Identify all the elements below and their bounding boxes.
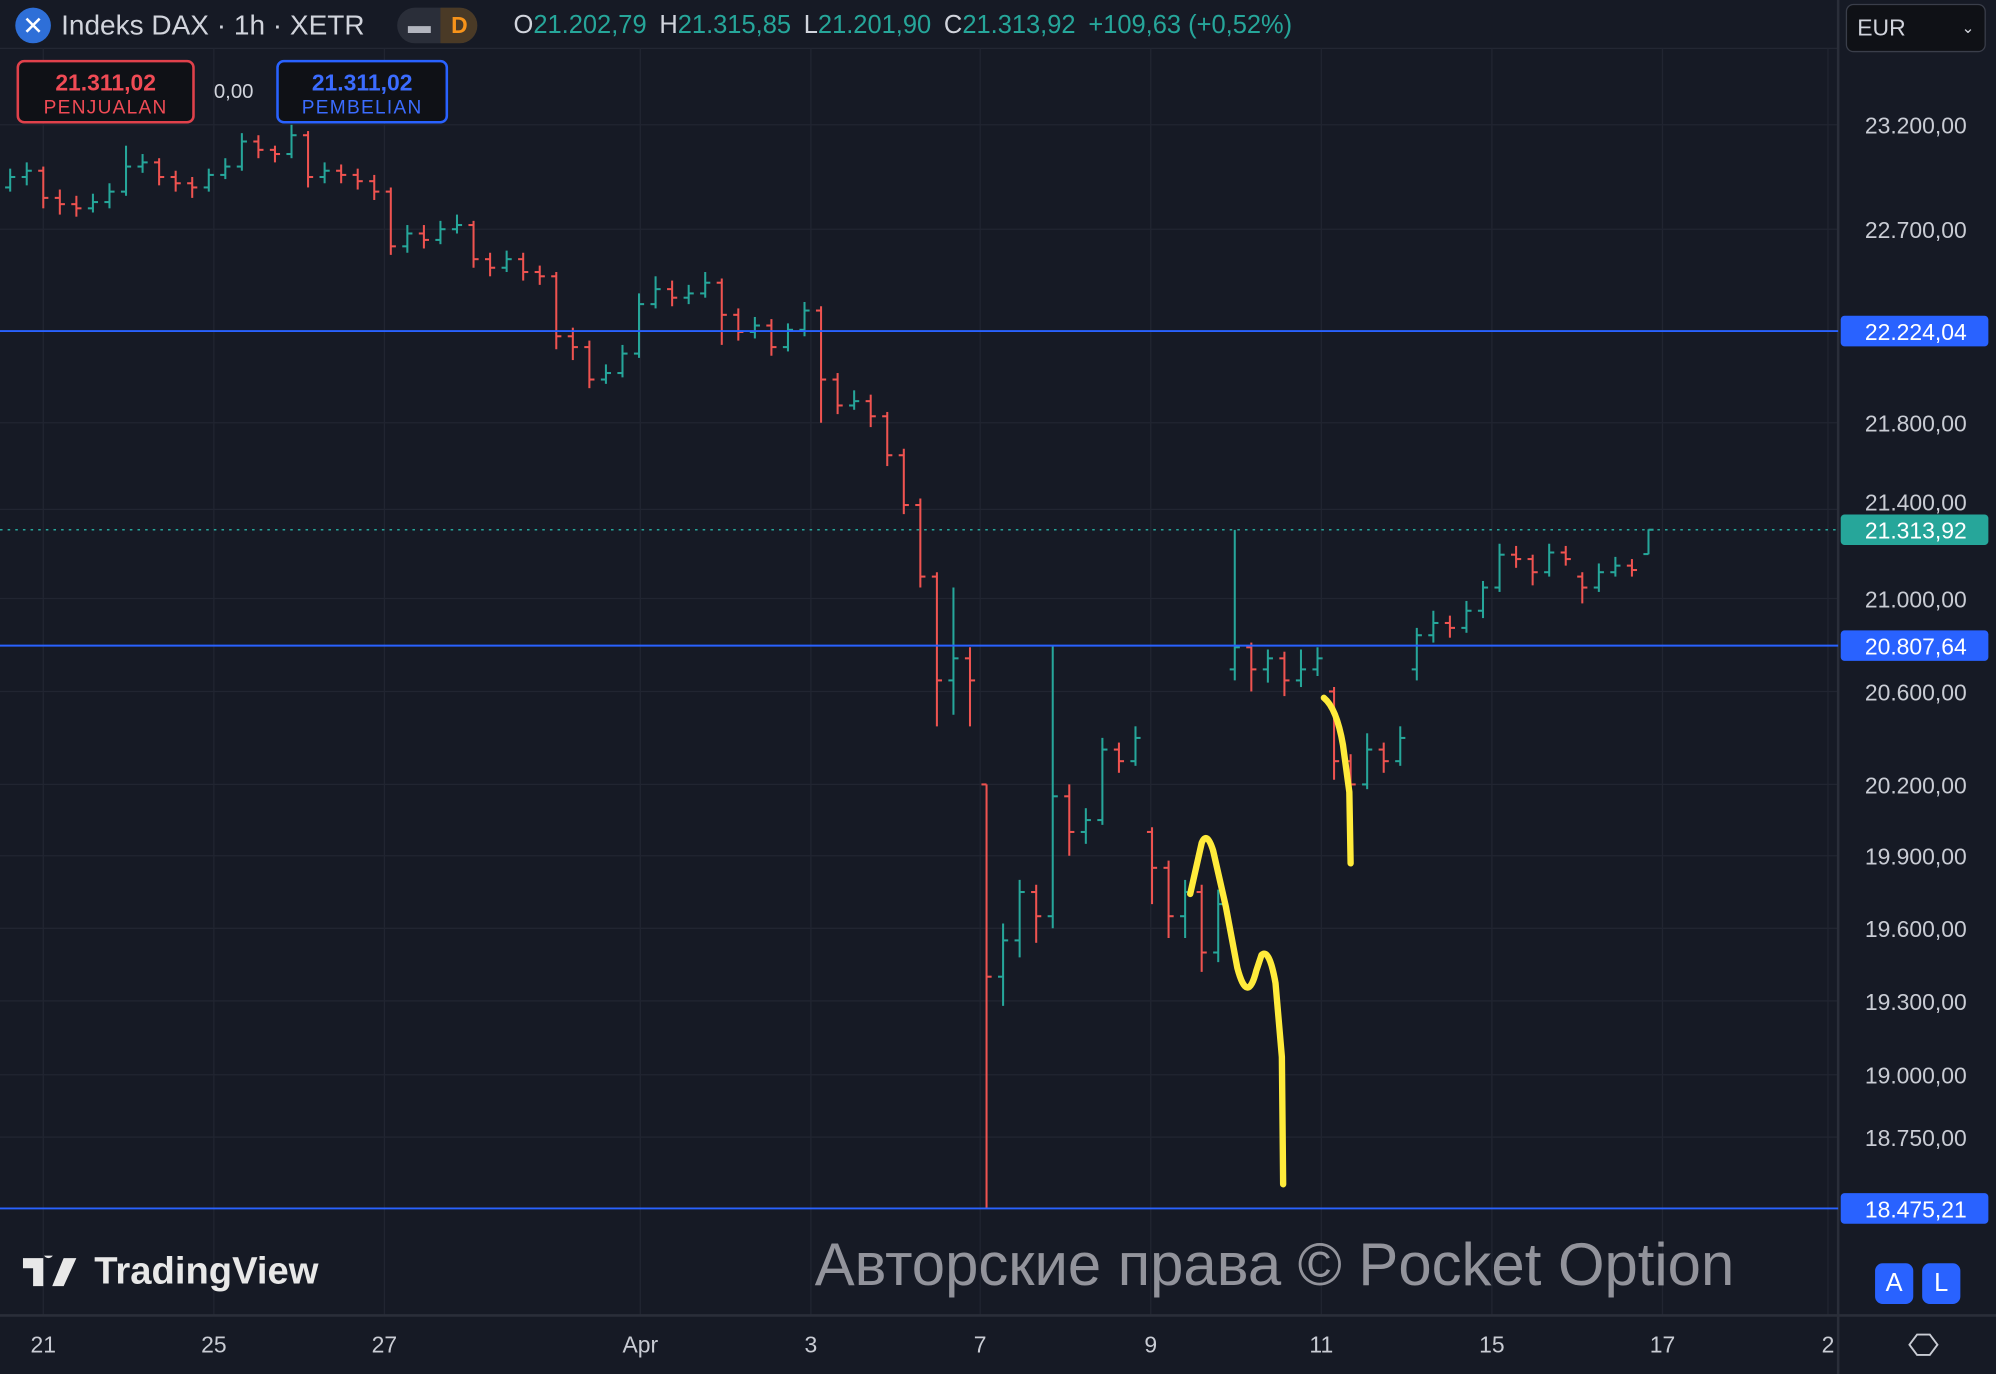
y-axis-tick-label: 19.600,00 xyxy=(1865,916,1967,942)
horizontal-line-price-tag xyxy=(1840,630,1989,661)
symbol-title[interactable]: Indeks DAX · 1h · XETR xyxy=(61,8,365,41)
ohlc-readout: O21.202,79 H21.315,85 L21.201,90 C21.313,92… xyxy=(514,11,1305,40)
x-axis-tick-label: 21 xyxy=(31,1331,56,1357)
buy-button[interactable]: 21.311,02 PEMBELIAN xyxy=(276,59,449,124)
sell-price: 21.311,02 xyxy=(55,70,156,96)
x-axis-tick-label: 7 xyxy=(974,1331,987,1357)
last-price-label: 21.313,92 xyxy=(1865,518,1967,544)
settings-icon xyxy=(1908,1333,1939,1356)
currency-select[interactable]: EUR ⌄ xyxy=(1845,3,1986,53)
spread-value: 0,00 xyxy=(213,81,254,104)
market-status-pill[interactable]: ▬ D xyxy=(397,7,478,44)
buy-label: PEMBELIAN xyxy=(301,96,423,119)
y-axis-tick-label: 19.000,00 xyxy=(1865,1063,1967,1089)
tradingview-logo-icon xyxy=(22,1255,77,1287)
buy-price: 21.311,02 xyxy=(311,70,413,96)
currency-value: EUR xyxy=(1857,14,1906,41)
tradingview-logo[interactable]: TradingView xyxy=(22,1250,319,1293)
x-axis-tick-label: 3 xyxy=(805,1331,818,1357)
chevron-down-icon: ⌄ xyxy=(1961,19,1975,37)
sell-label: PENJUALAN xyxy=(43,96,168,119)
x-axis-tick-label: 9 xyxy=(1144,1331,1157,1357)
ohlc-key: C xyxy=(943,10,963,39)
x-axis-tick-label: Apr xyxy=(622,1331,658,1357)
chart-header: ✕ Indeks DAX · 1h · XETR ▬ D O21.202,79 H… xyxy=(15,7,1305,44)
x-axis-tick-label: 25 xyxy=(201,1331,226,1357)
x-axis-tick-label: 27 xyxy=(372,1331,397,1357)
y-axis-tick-label: 19.300,00 xyxy=(1865,989,1967,1015)
x-axis-tick-label: 2 xyxy=(1822,1331,1835,1357)
horizontal-line-price-label: 22.224,04 xyxy=(1865,319,1967,345)
price-change: +109,63 (+0,52%) xyxy=(1088,10,1293,39)
horizontal-line-price-tag xyxy=(1840,1193,1989,1224)
ohlc-key: L xyxy=(803,10,818,39)
auto-scale-button[interactable]: A xyxy=(1875,1263,1914,1304)
delayed-badge: D xyxy=(440,7,478,44)
y-axis-tick-label: 18.750,00 xyxy=(1865,1125,1967,1151)
log-scale-button[interactable]: L xyxy=(1922,1263,1961,1304)
freehand-drawing xyxy=(1320,694,1354,867)
ohlc-value: 21.315,85 xyxy=(677,10,792,39)
y-axis-tick-label: 20.200,00 xyxy=(1865,772,1967,798)
y-axis-tick-label: 21.400,00 xyxy=(1865,490,1967,516)
y-axis-tick-label: 22.700,00 xyxy=(1865,217,1967,243)
minus-icon: ▬ xyxy=(407,12,431,38)
y-axis-tick-label: 23.200,00 xyxy=(1865,113,1967,139)
ohlc-key: H xyxy=(659,10,678,39)
x-axis-tick-label: 11 xyxy=(1309,1331,1333,1357)
horizontal-line-price-tag xyxy=(1840,315,1989,347)
last-price-tag xyxy=(1840,514,1989,546)
y-axis-tick-label: 19.900,00 xyxy=(1865,844,1967,870)
logo-text: TradingView xyxy=(94,1250,319,1293)
y-axis-tick-label: 21.800,00 xyxy=(1865,411,1967,437)
sell-button[interactable]: 21.311,02 PENJUALAN xyxy=(16,59,195,124)
freehand-drawing xyxy=(1187,834,1287,1188)
copyright-watermark: Авторские права © Pocket Option xyxy=(814,1230,1735,1298)
ohlc-value: 21.313,92 xyxy=(962,10,1076,39)
y-axis-tick-label: 21.000,00 xyxy=(1865,586,1967,612)
ohlc-value: 21.201,90 xyxy=(817,10,932,39)
ohlc-value: 21.202,79 xyxy=(533,10,647,39)
y-axis-tick-label: 20.600,00 xyxy=(1865,679,1967,705)
x-axis-tick-label: 17 xyxy=(1650,1331,1675,1357)
x-close-icon[interactable]: ✕ xyxy=(15,7,51,44)
horizontal-line-price-label: 18.475,21 xyxy=(1865,1196,1967,1222)
horizontal-line-price-label: 20.807,64 xyxy=(1865,634,1967,660)
ohlc-key: O xyxy=(513,10,534,39)
x-axis-tick-label: 15 xyxy=(1479,1331,1504,1357)
